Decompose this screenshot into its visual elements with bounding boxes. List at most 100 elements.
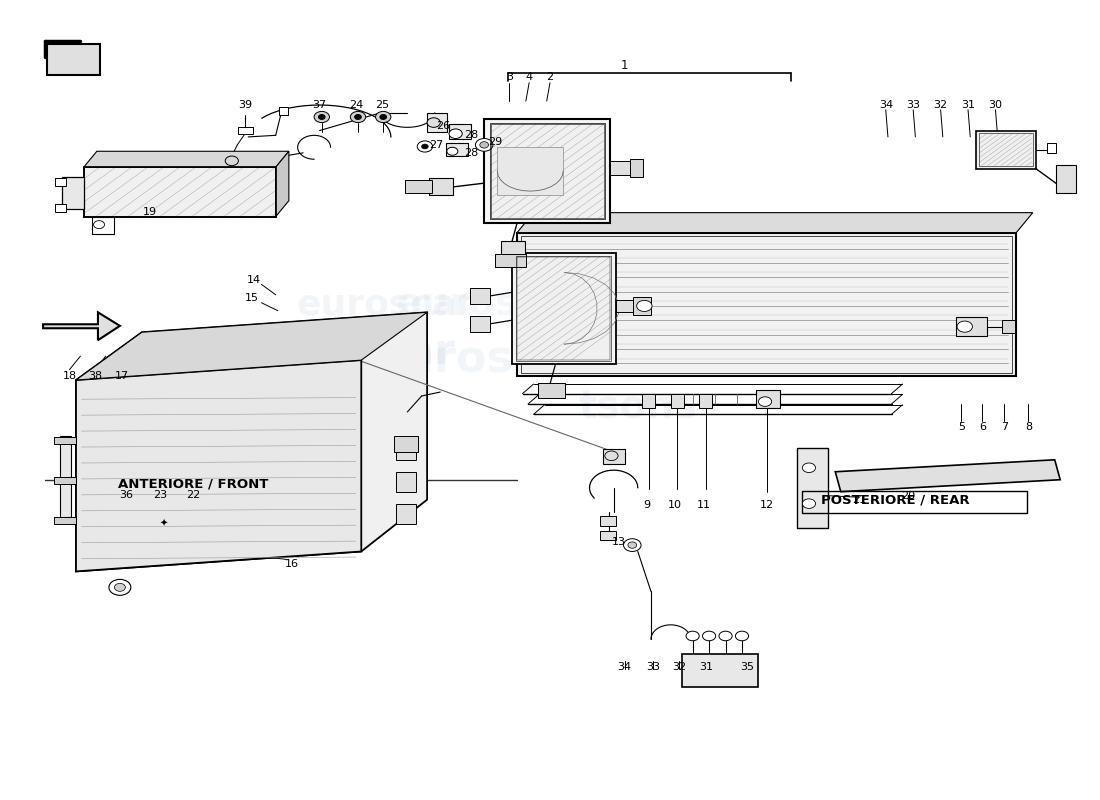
Circle shape bbox=[114, 583, 125, 591]
Text: 28: 28 bbox=[464, 148, 478, 158]
Text: 9: 9 bbox=[644, 500, 650, 510]
Text: euroscartsons: euroscartsons bbox=[395, 286, 705, 323]
Circle shape bbox=[319, 114, 326, 119]
Bar bbox=[956, 317, 987, 336]
Bar bbox=[1002, 320, 1015, 333]
Bar bbox=[47, 45, 100, 74]
Circle shape bbox=[628, 542, 637, 548]
Circle shape bbox=[315, 111, 330, 122]
Text: euroscartsons: euroscartsons bbox=[372, 338, 728, 382]
Text: 3: 3 bbox=[506, 72, 513, 82]
Text: 38: 38 bbox=[89, 371, 102, 381]
Circle shape bbox=[417, 141, 432, 152]
Bar bbox=[429, 178, 453, 195]
Polygon shape bbox=[76, 312, 427, 571]
Bar bbox=[802, 491, 1027, 514]
Bar bbox=[470, 316, 490, 332]
Circle shape bbox=[379, 114, 386, 119]
Bar bbox=[517, 257, 611, 360]
Bar bbox=[517, 233, 1016, 376]
Circle shape bbox=[449, 129, 462, 138]
Text: 2: 2 bbox=[547, 72, 553, 82]
Text: 32: 32 bbox=[672, 662, 686, 672]
Text: 11: 11 bbox=[696, 500, 711, 510]
Text: 32: 32 bbox=[934, 100, 948, 110]
Bar bbox=[1047, 142, 1056, 154]
Circle shape bbox=[447, 147, 458, 155]
Text: 34: 34 bbox=[879, 100, 893, 110]
Polygon shape bbox=[76, 360, 361, 571]
Text: 6: 6 bbox=[979, 422, 986, 432]
Bar bbox=[979, 133, 1033, 166]
Text: 27: 27 bbox=[429, 140, 443, 150]
Text: 18: 18 bbox=[63, 371, 77, 381]
Bar bbox=[405, 180, 431, 193]
Text: 21: 21 bbox=[852, 495, 867, 506]
Bar bbox=[427, 113, 447, 132]
Text: 35: 35 bbox=[740, 662, 755, 672]
Bar bbox=[446, 143, 468, 156]
Circle shape bbox=[957, 321, 972, 332]
Bar bbox=[517, 257, 611, 360]
Polygon shape bbox=[76, 312, 427, 380]
Text: 24: 24 bbox=[349, 100, 363, 110]
Text: 5: 5 bbox=[958, 422, 965, 432]
Circle shape bbox=[802, 499, 815, 509]
Bar bbox=[601, 516, 616, 526]
Bar bbox=[1056, 165, 1076, 193]
Polygon shape bbox=[276, 151, 289, 217]
Bar bbox=[394, 436, 418, 452]
Bar bbox=[630, 159, 644, 177]
Text: tsons: tsons bbox=[618, 331, 746, 373]
Bar bbox=[54, 478, 76, 484]
Bar bbox=[470, 288, 490, 304]
Text: 31: 31 bbox=[961, 100, 975, 110]
Bar bbox=[59, 436, 70, 517]
Bar bbox=[84, 167, 276, 217]
Bar bbox=[634, 297, 651, 314]
Text: ✦: ✦ bbox=[160, 518, 168, 529]
Circle shape bbox=[480, 142, 488, 148]
Bar bbox=[601, 530, 616, 540]
Bar bbox=[396, 440, 416, 460]
Bar bbox=[642, 394, 656, 408]
Bar bbox=[976, 130, 1036, 169]
Bar bbox=[239, 127, 253, 134]
Text: POSTERIORE / REAR: POSTERIORE / REAR bbox=[822, 493, 970, 506]
Bar bbox=[757, 390, 780, 408]
Text: 22: 22 bbox=[186, 490, 200, 500]
Bar bbox=[491, 124, 604, 218]
Text: 4: 4 bbox=[526, 72, 532, 82]
Circle shape bbox=[475, 138, 493, 151]
Bar bbox=[495, 254, 526, 267]
Circle shape bbox=[350, 111, 365, 122]
Circle shape bbox=[719, 631, 733, 641]
Text: euroscar: euroscar bbox=[213, 389, 404, 427]
Text: 13: 13 bbox=[612, 537, 626, 547]
Bar bbox=[616, 299, 636, 312]
Bar bbox=[497, 147, 563, 195]
Text: 1: 1 bbox=[620, 58, 628, 72]
Circle shape bbox=[802, 463, 815, 473]
Text: ANTERIORE / FRONT: ANTERIORE / FRONT bbox=[118, 478, 268, 490]
Bar bbox=[55, 204, 66, 212]
Polygon shape bbox=[835, 460, 1060, 492]
Circle shape bbox=[759, 397, 771, 406]
Circle shape bbox=[637, 300, 652, 311]
Bar bbox=[484, 119, 610, 223]
Text: 33: 33 bbox=[646, 662, 660, 672]
Text: 12: 12 bbox=[760, 500, 774, 510]
Bar bbox=[521, 236, 1012, 373]
Text: 30: 30 bbox=[989, 100, 1002, 110]
Text: 15: 15 bbox=[244, 293, 258, 303]
Text: 7: 7 bbox=[1001, 422, 1008, 432]
Bar bbox=[55, 178, 66, 186]
Bar bbox=[500, 241, 525, 255]
Text: 28: 28 bbox=[464, 130, 478, 140]
Bar bbox=[796, 448, 827, 527]
Bar bbox=[490, 123, 605, 219]
Bar bbox=[700, 394, 713, 408]
Circle shape bbox=[375, 111, 390, 122]
Bar bbox=[603, 450, 625, 464]
Text: 29: 29 bbox=[488, 137, 503, 146]
